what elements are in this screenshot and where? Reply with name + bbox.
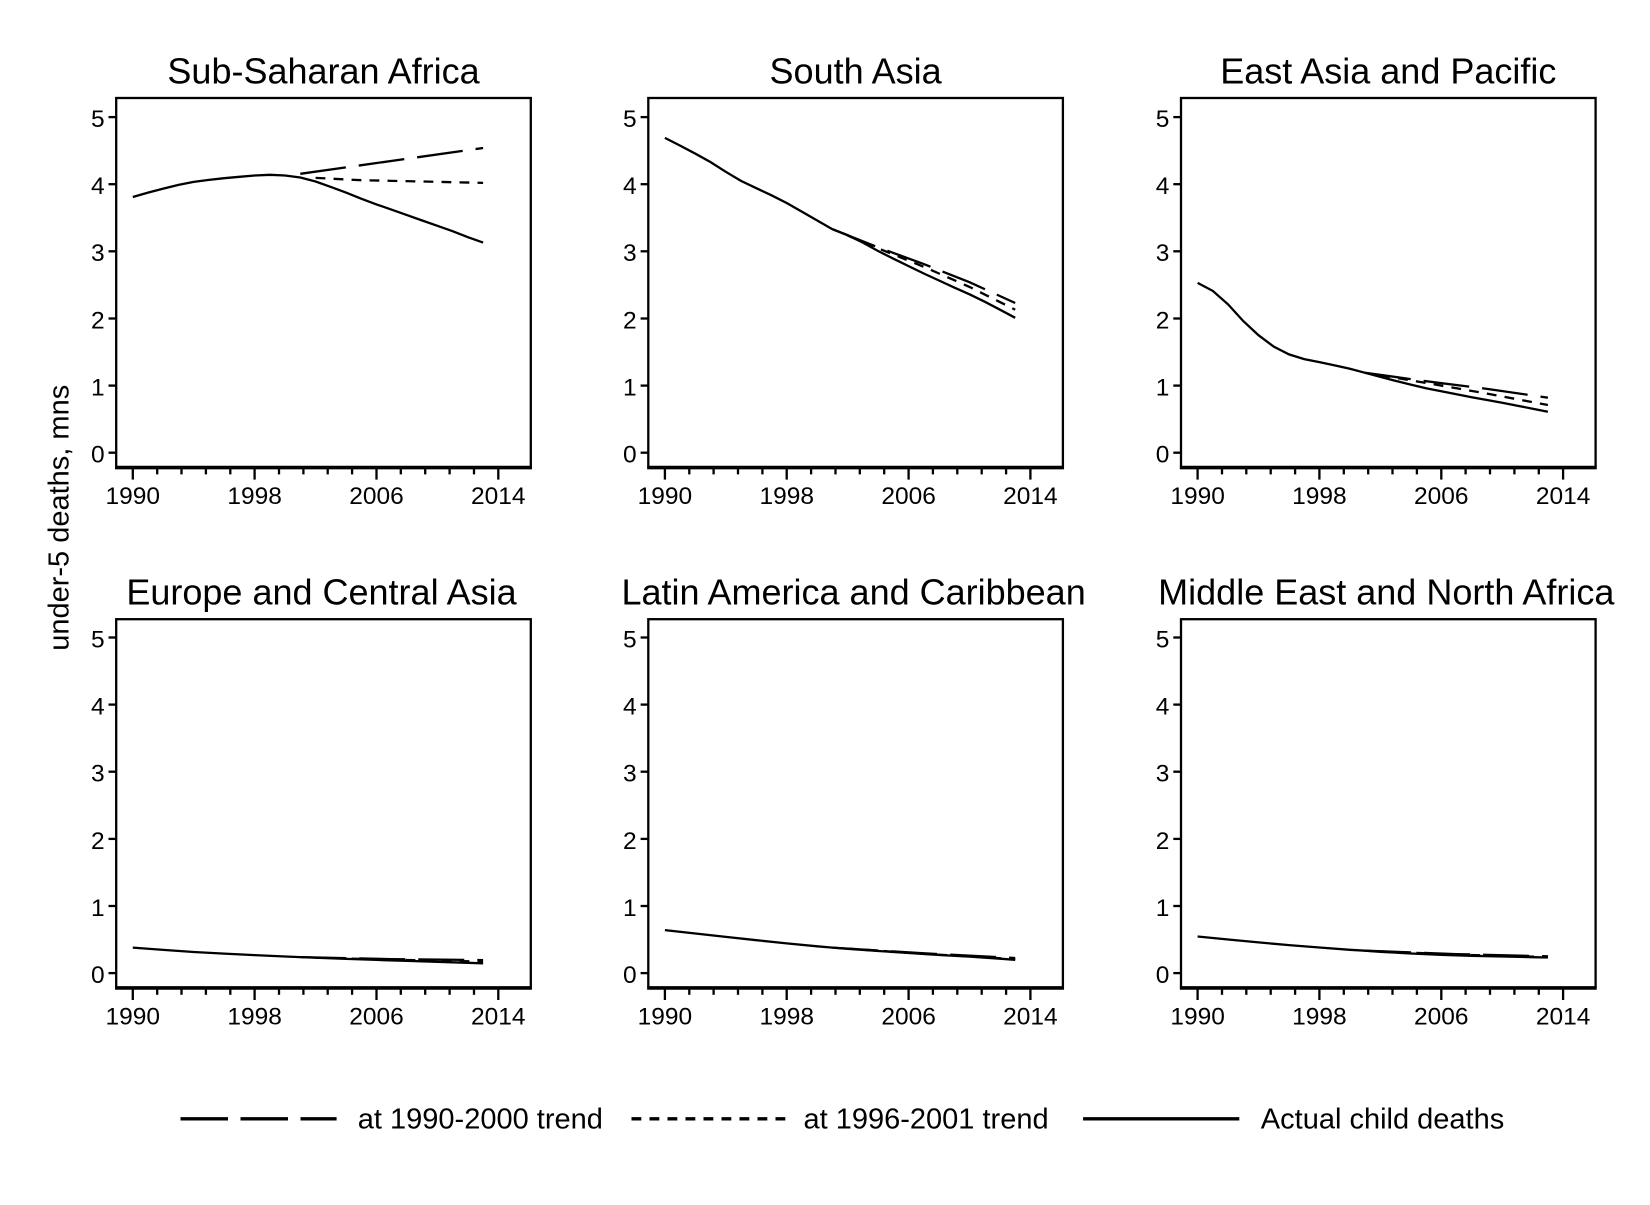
svg-text:1990: 1990: [638, 1004, 693, 1031]
svg-text:5: 5: [91, 106, 105, 133]
svg-text:0: 0: [623, 442, 637, 469]
svg-text:0: 0: [1156, 962, 1170, 989]
svg-text:2006: 2006: [881, 483, 936, 510]
svg-text:5: 5: [623, 106, 637, 133]
svg-text:1998: 1998: [1292, 1004, 1347, 1031]
svg-text:2006: 2006: [881, 1004, 936, 1031]
svg-text:0: 0: [91, 442, 105, 469]
svg-text:2: 2: [623, 828, 637, 855]
svg-text:2006: 2006: [349, 483, 404, 510]
svg-text:3: 3: [91, 761, 105, 788]
svg-text:4: 4: [91, 694, 105, 721]
svg-text:1990: 1990: [106, 1004, 161, 1031]
svg-text:4: 4: [1156, 694, 1170, 721]
svg-text:5: 5: [91, 626, 105, 653]
svg-text:1: 1: [623, 895, 637, 922]
svg-text:3: 3: [91, 240, 105, 267]
svg-text:1998: 1998: [227, 1004, 282, 1031]
svg-text:2006: 2006: [1414, 483, 1469, 510]
svg-text:1: 1: [91, 895, 105, 922]
svg-text:2: 2: [91, 307, 105, 334]
svg-text:3: 3: [1156, 761, 1170, 788]
svg-text:2014: 2014: [1003, 1004, 1058, 1031]
svg-text:1: 1: [91, 375, 105, 402]
svg-text:Middle East and North Africa: Middle East and North Africa: [1158, 572, 1615, 613]
svg-text:0: 0: [623, 962, 637, 989]
svg-text:South Asia: South Asia: [770, 50, 943, 91]
svg-text:1990: 1990: [1170, 483, 1225, 510]
svg-text:3: 3: [623, 240, 637, 267]
svg-text:2006: 2006: [1414, 1004, 1469, 1031]
svg-text:Latin America and Caribbean: Latin America and Caribbean: [621, 572, 1085, 613]
svg-text:1998: 1998: [227, 483, 282, 510]
svg-text:4: 4: [623, 694, 637, 721]
svg-text:East Asia and Pacific: East Asia and Pacific: [1220, 50, 1556, 91]
svg-text:1: 1: [1156, 895, 1170, 922]
svg-text:0: 0: [1156, 442, 1170, 469]
svg-text:2: 2: [1156, 307, 1170, 334]
svg-text:Sub-Saharan Africa: Sub-Saharan Africa: [167, 50, 480, 91]
svg-text:1990: 1990: [1170, 1004, 1225, 1031]
svg-text:1: 1: [623, 375, 637, 402]
svg-text:at 1996-2001 trend: at 1996-2001 trend: [804, 1104, 1049, 1136]
svg-text:3: 3: [1156, 240, 1170, 267]
svg-text:at 1990-2000 trend: at 1990-2000 trend: [358, 1104, 603, 1136]
svg-text:0: 0: [91, 962, 105, 989]
svg-text:2: 2: [1156, 828, 1170, 855]
svg-text:2014: 2014: [471, 483, 526, 510]
svg-text:2014: 2014: [1536, 1004, 1591, 1031]
svg-text:3: 3: [623, 761, 637, 788]
svg-text:1998: 1998: [1292, 483, 1347, 510]
svg-text:Europe and Central Asia: Europe and Central Asia: [126, 572, 517, 613]
svg-text:1998: 1998: [759, 483, 814, 510]
svg-text:2: 2: [623, 307, 637, 334]
svg-text:1: 1: [1156, 375, 1170, 402]
svg-text:2014: 2014: [1536, 483, 1591, 510]
svg-text:2014: 2014: [1003, 483, 1058, 510]
svg-text:Actual child deaths: Actual child deaths: [1261, 1104, 1504, 1136]
svg-text:4: 4: [91, 173, 105, 200]
svg-text:1990: 1990: [106, 483, 161, 510]
svg-text:4: 4: [623, 173, 637, 200]
svg-text:2014: 2014: [471, 1004, 526, 1031]
svg-text:5: 5: [623, 626, 637, 653]
svg-text:5: 5: [1156, 106, 1170, 133]
svg-text:1990: 1990: [638, 483, 693, 510]
svg-text:5: 5: [1156, 626, 1170, 653]
svg-text:2: 2: [91, 828, 105, 855]
svg-text:2006: 2006: [349, 1004, 404, 1031]
svg-text:4: 4: [1156, 173, 1170, 200]
svg-text:under-5 deaths, mns: under-5 deaths, mns: [44, 385, 76, 651]
svg-text:1998: 1998: [759, 1004, 814, 1031]
